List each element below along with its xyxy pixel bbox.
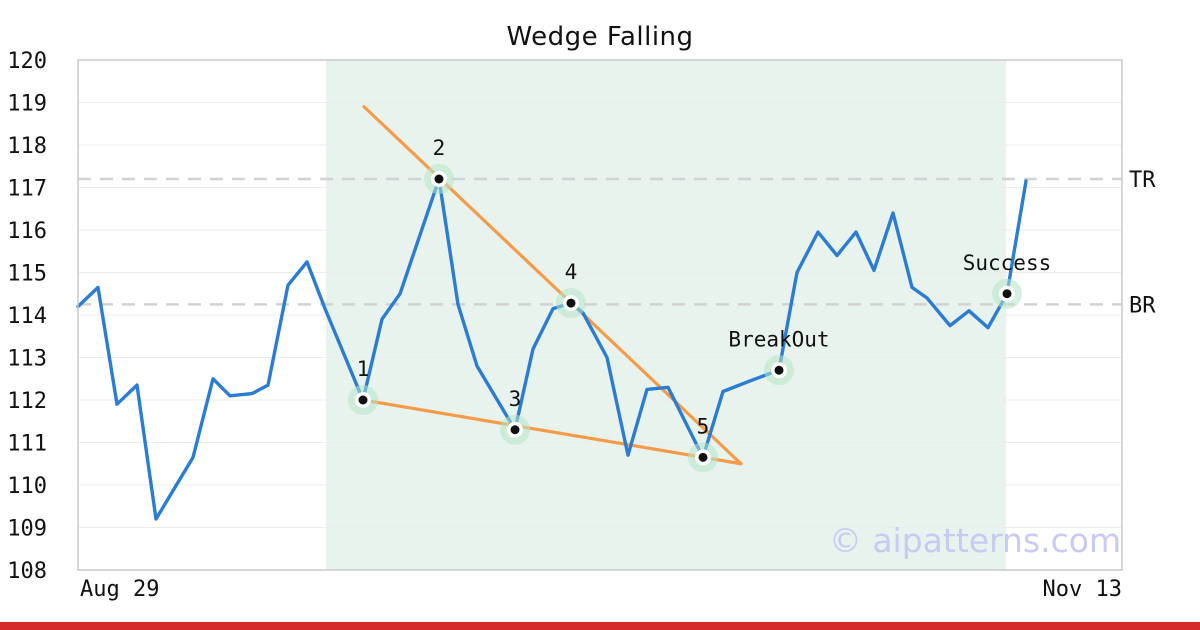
footer-accent-bar (0, 622, 1200, 630)
marker-dot (1002, 289, 1012, 299)
plot-border (77, 59, 1123, 571)
y-tick-label: 116 (7, 219, 47, 244)
marker-dot (698, 452, 708, 462)
marker-dot (566, 298, 576, 308)
y-tick-label: 111 (7, 432, 47, 457)
y-tick-label: 109 (7, 517, 47, 542)
x-axis-end-label: Nov 13 (1042, 577, 1122, 602)
marker-dot (358, 395, 368, 405)
y-tick-label: 115 (7, 262, 47, 287)
y-tick-label: 108 (7, 559, 47, 584)
marker-label: 5 (697, 414, 710, 438)
level-label-br: BR (1129, 293, 1156, 318)
y-tick-label: 113 (7, 347, 47, 372)
marker-dot (434, 174, 444, 184)
y-tick-label: 114 (7, 304, 47, 329)
marker-label: 3 (509, 387, 522, 411)
y-tick-label: 119 (7, 92, 47, 117)
marker-label: 1 (357, 357, 370, 381)
y-tick-label: 120 (7, 49, 47, 74)
lower-wedge-trendline (361, 398, 743, 466)
y-tick-label: 112 (7, 389, 47, 414)
marker-label: Success (963, 251, 1052, 275)
y-tick-label: 110 (7, 474, 47, 499)
watermark: © aipatterns.com (828, 521, 1122, 560)
chart-title: Wedge Falling (506, 22, 694, 52)
marker-dot (774, 365, 784, 375)
marker-label: BreakOut (728, 327, 829, 351)
marker-dot (510, 425, 520, 435)
y-tick-label: 118 (7, 134, 47, 159)
marker-label: 4 (565, 260, 578, 284)
marker-label: 2 (433, 136, 446, 160)
x-axis-start-label: Aug 29 (80, 577, 160, 602)
level-label-tr: TR (1129, 168, 1156, 193)
y-tick-label: 117 (7, 177, 47, 202)
